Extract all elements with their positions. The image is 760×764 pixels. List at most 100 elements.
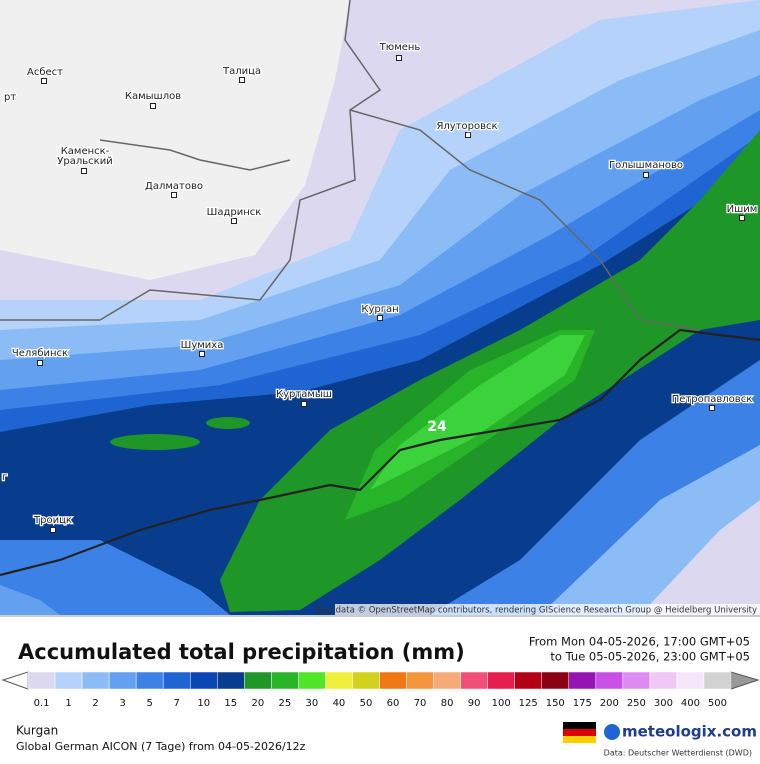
legend: 0.1 1 2 3 5 7 10 15 20 25 30 40 50 60 70 80 90 100 125 150 1… — [27, 671, 732, 709]
legend-swatch — [27, 671, 56, 690]
legend-label: 60 — [387, 698, 400, 709]
legend-label: 5 — [146, 698, 152, 709]
legend-swatch — [514, 671, 542, 690]
city-label: Тюмень — [379, 42, 421, 53]
legend-swatch — [541, 671, 570, 690]
city-label: Далматово — [145, 181, 203, 192]
city-dot — [465, 132, 471, 138]
legend-label: 2 — [92, 698, 98, 709]
legend-swatch — [433, 671, 461, 690]
city-dot — [709, 405, 715, 411]
band — [110, 434, 200, 450]
city-label: Талица — [222, 66, 261, 77]
legend-swatch — [108, 671, 137, 690]
city-label: Шумиха — [181, 340, 224, 351]
legend-label: 200 — [600, 698, 619, 709]
legend-swatch — [568, 671, 597, 690]
legend-swatch — [81, 671, 110, 690]
legend-label: 10 — [197, 698, 210, 709]
band — [0, 165, 760, 615]
city-label: Курган — [361, 304, 398, 315]
city-label: г — [2, 472, 7, 483]
legend-swatch — [135, 671, 164, 690]
logo-icon — [604, 724, 620, 740]
city-dot — [396, 55, 402, 61]
legend-swatch — [595, 671, 624, 690]
city-label: Каменск- — [61, 146, 110, 157]
region-border — [0, 0, 382, 321]
legend-label: 500 — [708, 698, 727, 709]
legend-label: 80 — [441, 698, 454, 709]
country-border — [0, 328, 760, 577]
city-dot — [81, 168, 87, 174]
legend-label: 50 — [360, 698, 373, 709]
legend-label: 7 — [174, 698, 180, 709]
legend-swatch — [271, 671, 299, 690]
legend-swatch — [54, 671, 83, 690]
date-from: From Mon 04-05-2026, 17:00 GMT+05 — [529, 635, 750, 649]
legend-swatch — [352, 671, 380, 690]
city-dot — [231, 218, 237, 224]
city-dot — [150, 103, 156, 109]
city-dot — [37, 360, 43, 366]
legend-label: 40 — [333, 698, 346, 709]
legend-label: 400 — [681, 698, 700, 709]
legend-swatch — [487, 671, 515, 690]
legend-label: 175 — [573, 698, 592, 709]
legend-swatch — [703, 671, 732, 690]
legend-swatch — [676, 671, 705, 690]
flag — [563, 729, 596, 736]
legend-swatch — [217, 671, 245, 690]
legend-label: 70 — [414, 698, 427, 709]
city-label: Куртамыш — [276, 389, 332, 400]
legend-swatch — [460, 671, 488, 690]
city-dot — [377, 315, 383, 321]
city-dot — [643, 172, 649, 178]
legend-swatch — [622, 671, 651, 690]
legend-label: 150 — [546, 698, 565, 709]
city-dot — [41, 78, 47, 84]
city-dot — [239, 77, 245, 83]
location: Kurgan — [16, 724, 58, 738]
legend-arrow-right — [730, 671, 760, 690]
legend-label: 90 — [468, 698, 481, 709]
model: Global German AICON (7 Tage) from 04-05-… — [16, 740, 306, 753]
legend-label: 0.1 — [34, 698, 50, 709]
legend-label: 3 — [119, 698, 125, 709]
city-label: Челябинск — [12, 348, 68, 359]
city-label: Петропавловск — [672, 394, 752, 405]
title: Accumulated total precipitation (mm) — [18, 640, 465, 664]
band — [0, 0, 350, 280]
legend-label: 1 — [65, 698, 71, 709]
band — [640, 500, 760, 615]
city-label: Ишим — [727, 204, 758, 215]
band — [0, 585, 60, 615]
city-label: Уральский — [57, 156, 112, 167]
city-dot — [739, 215, 745, 221]
city-label: Ялуторовск — [436, 121, 497, 132]
legend-label: 300 — [654, 698, 673, 709]
band — [370, 335, 585, 490]
legend-label: 125 — [519, 698, 538, 709]
city-label: Голышманово — [609, 160, 683, 171]
legend-label: 250 — [627, 698, 646, 709]
flag — [563, 736, 596, 743]
city-dot — [199, 351, 205, 357]
max-label: 24 — [427, 419, 447, 435]
brand: meteologix.com — [622, 723, 757, 741]
city-label: Шадринск — [207, 207, 262, 218]
legend-swatch — [649, 671, 678, 690]
map: Map data © OpenStreetMap contributors, r… — [0, 0, 760, 616]
legend-swatch — [162, 671, 191, 690]
legend-label: 30 — [306, 698, 319, 709]
attribution-bg — [335, 604, 760, 615]
source: Data: Deutscher Wetterdienst (DWD) — [604, 749, 752, 758]
legend-arrow-left — [1, 671, 29, 690]
legend-label: 20 — [251, 698, 264, 709]
legend-swatch — [189, 671, 218, 690]
legend-label: 25 — [278, 698, 291, 709]
city-dot — [301, 401, 307, 407]
region-border — [99, 139, 291, 171]
region-border — [349, 109, 701, 331]
